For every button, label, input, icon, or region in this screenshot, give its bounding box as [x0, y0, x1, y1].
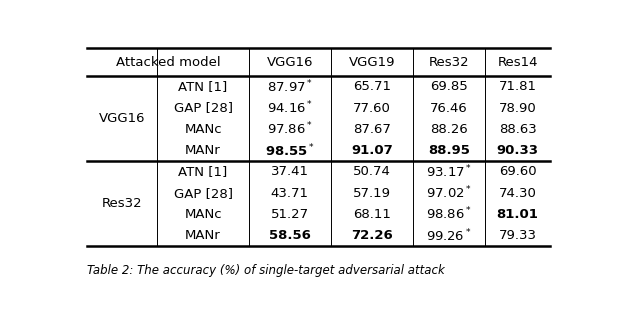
Text: Res14: Res14 — [498, 56, 538, 69]
Text: 87.67: 87.67 — [353, 123, 391, 136]
Text: Res32: Res32 — [429, 56, 469, 69]
Text: 69.60: 69.60 — [499, 165, 536, 178]
Text: MANc: MANc — [184, 123, 222, 136]
Text: Res32: Res32 — [102, 197, 142, 210]
Text: 58.56: 58.56 — [269, 229, 311, 242]
Text: VGG19: VGG19 — [348, 56, 395, 69]
Text: 88.26: 88.26 — [430, 123, 468, 136]
Text: 81.01: 81.01 — [497, 208, 539, 221]
Text: MANc: MANc — [184, 208, 222, 221]
Text: MANr: MANr — [185, 144, 221, 157]
Text: 65.71: 65.71 — [353, 80, 391, 93]
Text: 98.86$^*$: 98.86$^*$ — [426, 206, 472, 223]
Text: Attacked model: Attacked model — [116, 56, 220, 69]
Text: 98.55$^*$: 98.55$^*$ — [265, 142, 315, 159]
Text: 69.85: 69.85 — [430, 80, 468, 93]
Text: 78.90: 78.90 — [499, 101, 537, 114]
Text: 99.26$^*$: 99.26$^*$ — [426, 227, 471, 244]
Text: 79.33: 79.33 — [499, 229, 537, 242]
Text: GAP [28]: GAP [28] — [174, 187, 233, 200]
Text: 43.71: 43.71 — [271, 187, 309, 200]
Text: 71.81: 71.81 — [499, 80, 537, 93]
Text: VGG16: VGG16 — [267, 56, 313, 69]
Text: 87.97$^*$: 87.97$^*$ — [267, 79, 313, 95]
Text: 88.95: 88.95 — [428, 144, 470, 157]
Text: 77.60: 77.60 — [353, 101, 391, 114]
Text: 93.17$^*$: 93.17$^*$ — [426, 163, 472, 180]
Text: 57.19: 57.19 — [353, 187, 391, 200]
Text: 94.16$^*$: 94.16$^*$ — [267, 100, 313, 116]
Text: ATN [1]: ATN [1] — [179, 80, 228, 93]
Text: 68.11: 68.11 — [353, 208, 391, 221]
Text: 91.07: 91.07 — [351, 144, 392, 157]
Text: 50.74: 50.74 — [353, 165, 391, 178]
Text: 76.46: 76.46 — [430, 101, 468, 114]
Text: 97.02$^*$: 97.02$^*$ — [426, 185, 472, 201]
Text: 51.27: 51.27 — [271, 208, 309, 221]
Text: 97.86$^*$: 97.86$^*$ — [267, 121, 313, 138]
Text: MANr: MANr — [185, 229, 221, 242]
Text: GAP [28]: GAP [28] — [174, 101, 233, 114]
Text: Table 2: The accuracy (%) of single-target adversarial attack: Table 2: The accuracy (%) of single-targ… — [87, 264, 445, 277]
Text: ATN [1]: ATN [1] — [179, 165, 228, 178]
Text: 37.41: 37.41 — [271, 165, 309, 178]
Text: 72.26: 72.26 — [351, 229, 392, 242]
Text: 74.30: 74.30 — [499, 187, 537, 200]
Text: VGG16: VGG16 — [99, 112, 146, 125]
Text: 90.33: 90.33 — [496, 144, 539, 157]
Text: 88.63: 88.63 — [499, 123, 537, 136]
